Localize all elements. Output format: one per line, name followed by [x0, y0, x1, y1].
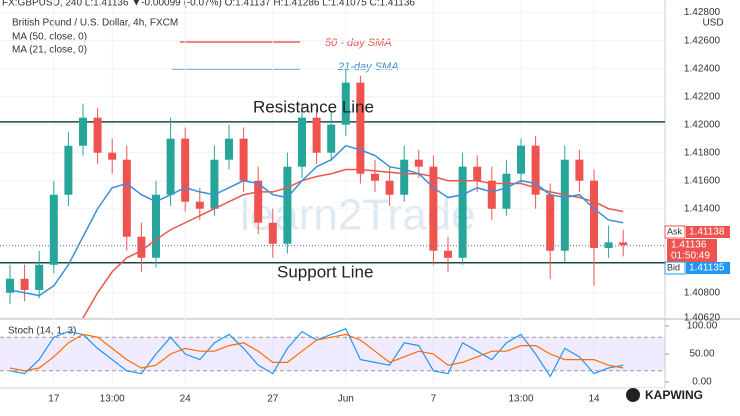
- price-tag-time: 01:50:49: [671, 251, 710, 262]
- y-tick-label: 1.42200: [684, 91, 721, 102]
- stoch-tick-label: 100.00: [687, 321, 718, 332]
- y-tick-label: 1.40620: [684, 313, 721, 324]
- candle-body: [298, 117, 306, 167]
- badge-icon: [626, 388, 640, 402]
- y-tick-label: 1.42600: [684, 35, 721, 46]
- badge-bg: [626, 388, 740, 416]
- candle-body: [108, 152, 117, 160]
- x-tick-label: 7: [431, 394, 437, 405]
- candle-body: [429, 166, 438, 251]
- legend-entry: MA (50, close, 0): [12, 32, 87, 43]
- legend-entry: MA (21, close, 0): [12, 45, 87, 56]
- candle-body: [239, 138, 248, 181]
- annotation: 21-day SMA: [337, 61, 399, 73]
- x-tick-label: 24: [180, 394, 192, 405]
- price-tag: [667, 239, 717, 262]
- candle-body: [502, 173, 511, 209]
- candle-body: [414, 159, 423, 167]
- y-tick-label: 1.42400: [684, 63, 721, 74]
- candle-body: [356, 82, 365, 174]
- x-tick-label: 17: [48, 394, 60, 405]
- stoch-band: [0, 337, 665, 371]
- candle-body: [575, 159, 584, 181]
- candle-body: [181, 138, 190, 202]
- candle-body: [531, 145, 540, 195]
- candle-body: [473, 166, 482, 181]
- stoch-line: [9, 333, 624, 372]
- x-tick-label: 13:00: [100, 394, 125, 405]
- candle-body: [546, 194, 555, 251]
- x-tick-label: 13:00: [508, 394, 533, 405]
- candle-body: [225, 138, 233, 160]
- candle-body: [560, 159, 569, 251]
- candle-body: [385, 180, 394, 195]
- axis-unit: USD: [702, 18, 723, 29]
- y-tick-label: 1.41800: [684, 147, 721, 158]
- candle-body: [64, 145, 73, 195]
- candle-body: [590, 180, 598, 248]
- price-tag: [686, 262, 730, 274]
- x-tick-label: 27: [267, 394, 279, 405]
- candle-body: [312, 117, 321, 153]
- ma-line: [9, 144, 624, 297]
- price-tag-name: Ask: [667, 226, 683, 236]
- ma-line: [82, 168, 624, 319]
- header: FX:GBPUSD, 240 L:1.41136 ▼-0.00099 (-0.0…: [2, 0, 415, 9]
- price-tag-value: 1.41136: [671, 240, 707, 251]
- price-tag-name-bg: [664, 261, 686, 275]
- candle-body: [49, 194, 58, 265]
- candle-body: [371, 173, 379, 181]
- candle-body: [517, 145, 525, 174]
- y-tick-label: 1.42800: [684, 7, 721, 18]
- candle-body: [152, 194, 160, 258]
- badge: KAPWING: [645, 388, 703, 402]
- candle-body: [400, 159, 409, 195]
- price-tag: [686, 226, 730, 238]
- candle-body: [341, 82, 350, 125]
- candle-body: [444, 250, 452, 258]
- candle-body: [79, 117, 87, 146]
- candle-body: [487, 180, 496, 209]
- candle-body: [35, 264, 44, 290]
- candle-body: [6, 278, 14, 293]
- price-tag-value: 1.41135: [689, 263, 725, 274]
- x-tick-label: 14: [588, 394, 600, 405]
- candle-body: [604, 242, 613, 248]
- price-tag-name: Bid: [667, 262, 680, 272]
- candle-body: [195, 201, 204, 209]
- candle-body: [166, 138, 175, 195]
- chart-title: British Pound / U.S. Dollar, 4h, FXCM: [12, 18, 178, 29]
- stoch-title: Stoch (14, 1, 3): [8, 326, 76, 337]
- stoch-tick-label: 50.00: [689, 349, 714, 360]
- candle-body: [283, 166, 292, 244]
- candle-body: [93, 117, 102, 153]
- candle-body: [268, 222, 277, 244]
- candle-body: [122, 159, 131, 237]
- annotation: 50 - day SMA: [325, 37, 392, 49]
- plot-layer: [0, 0, 669, 388]
- y-tick-label: 1.42000: [684, 119, 721, 130]
- price-tag-value: 1.41138: [689, 227, 725, 238]
- level-label: Resistance Line: [253, 97, 374, 116]
- candle-body: [619, 242, 628, 246]
- candle-body: [137, 236, 146, 258]
- candle-body: [458, 166, 467, 258]
- candle-body: [210, 159, 219, 209]
- price-tag-name-bg: [664, 225, 686, 239]
- y-tick-label: 1.41400: [684, 203, 721, 214]
- level-label: Support Line: [277, 262, 373, 281]
- candle-body: [254, 180, 263, 223]
- candle-body: [20, 278, 29, 290]
- y-tick-label: 1.41600: [684, 175, 721, 186]
- candle-body: [327, 124, 336, 153]
- stoch-tick-label: 0.00: [692, 377, 712, 388]
- y-tick-label: 1.40800: [684, 287, 721, 298]
- x-tick-label: Jun: [338, 394, 354, 405]
